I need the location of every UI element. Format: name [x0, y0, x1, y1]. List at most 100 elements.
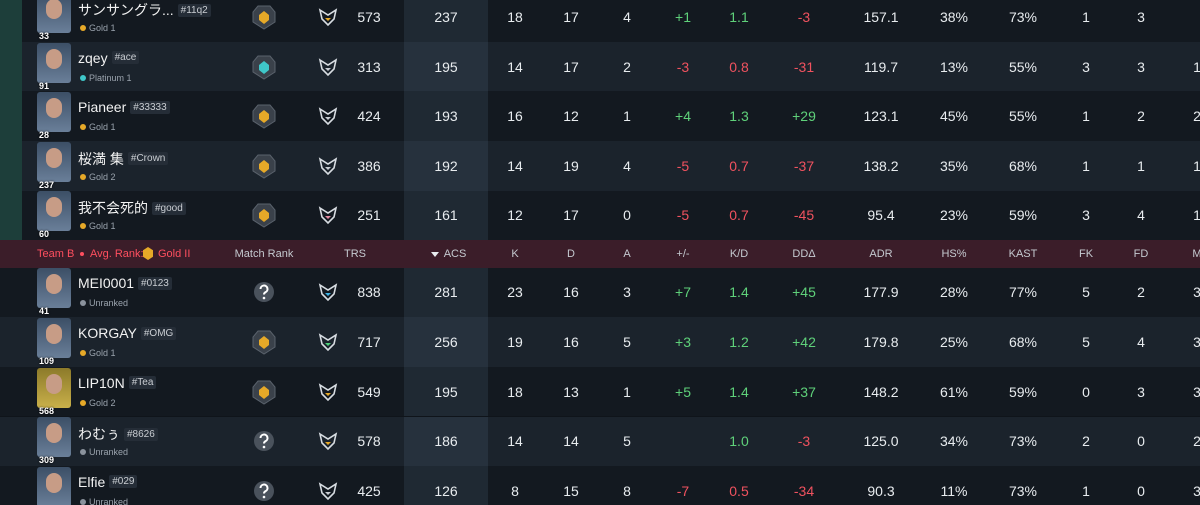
trs-icon — [318, 382, 338, 401]
player-tag: #0123 — [138, 276, 172, 290]
player-row: 91 zqey #ace Platinum 1 313 195 14 17 2 -3 0.8 -31 1… — [0, 41, 1200, 92]
level: 60 — [39, 229, 50, 240]
avatar — [37, 466, 71, 505]
player-row: 568 LIP10N #Tea Gold 2 549 195 18 13 1 +5 1.4 +37 14… — [0, 366, 1200, 417]
rank-icon — [252, 380, 276, 405]
player-name: LIP10N — [78, 374, 125, 391]
rank-icon — [252, 330, 276, 355]
rank-icon — [254, 480, 274, 501]
stat-acs: 186 — [434, 433, 458, 450]
stat-dd: -37 — [793, 157, 815, 174]
column-header: ADR — [869, 248, 893, 260]
column-header: A — [623, 248, 631, 260]
rank-icon — [252, 104, 276, 129]
stat-a: 1 — [623, 383, 631, 400]
avatar — [37, 417, 71, 458]
rank-dot — [80, 300, 86, 307]
stat-hs: 28% — [939, 284, 969, 301]
stat-k: 14 — [507, 433, 523, 450]
stat-fk: 1 — [1082, 482, 1090, 499]
avatar-face — [46, 0, 62, 19]
player-tag: #Tea — [128, 376, 157, 390]
trs-icon — [318, 157, 338, 175]
acs-band — [404, 141, 488, 191]
avatar — [37, 0, 71, 33]
stat-pm: +3 — [675, 334, 691, 351]
stat-hs: 13% — [939, 58, 969, 75]
column-header: FK — [1078, 248, 1094, 260]
player-name: 桜満 集 — [78, 150, 124, 167]
player-rank: Unranked — [80, 497, 128, 505]
stat-a: 2 — [623, 58, 631, 75]
player-rank: Platinum 1 — [80, 73, 132, 83]
column-header: K/D — [729, 248, 749, 260]
stat-m: 1 — [1193, 207, 1200, 224]
player-row: 28 Pianeer #33333 Gold 1 424 193 16 12 1 +4 1.3 +29… — [0, 91, 1200, 141]
stat-fk: 1 — [1082, 157, 1090, 174]
stat-k: 12 — [507, 207, 523, 224]
avatar-face — [46, 98, 62, 119]
rank-dot — [80, 399, 86, 406]
level: 309 — [39, 455, 55, 466]
stat-fk: 1 — [1082, 9, 1090, 25]
player-name-line: KORGAY #OMG — [78, 325, 177, 341]
stat-d: 16 — [563, 284, 579, 301]
stat-fk: 3 — [1082, 207, 1090, 224]
rank-icon — [254, 431, 274, 452]
player-row: 309 わむぅ #8626 Unranked 578 186 14 14 5 1.0 -3 125.0… — [0, 416, 1200, 467]
player-name-line: LIP10N #Tea — [78, 374, 157, 391]
stat-a: 8 — [623, 482, 631, 499]
stat-pm: -5 — [676, 207, 690, 224]
stat-dd: +37 — [792, 383, 816, 400]
player-name-line: MEI0001 #0123 — [78, 275, 172, 291]
player-name-line: Elfie #029 — [78, 474, 138, 490]
stat-m: 2 — [1193, 108, 1200, 125]
level: 91 — [39, 80, 50, 91]
stat-hs: 23% — [939, 207, 969, 224]
stat-adr: 90.3 — [867, 482, 895, 499]
stat-d: 17 — [563, 9, 579, 25]
acs-band — [404, 0, 488, 42]
trs-icon — [318, 8, 338, 27]
player-rank: Gold 1 — [80, 221, 116, 231]
stat-fk: 5 — [1082, 284, 1090, 301]
avatar — [37, 191, 71, 232]
stat-m: 1 — [1193, 58, 1200, 75]
stat-adr: 123.1 — [863, 108, 899, 125]
stat-pm: +4 — [675, 108, 691, 125]
acs-band — [404, 366, 488, 417]
column-header: KAST — [1008, 248, 1038, 260]
player-rank: Gold 2 — [80, 172, 116, 182]
stat-kast: 73% — [1008, 482, 1038, 499]
player-tag: #33333 — [130, 100, 170, 114]
column-header: +/- — [676, 248, 690, 260]
stat-k: 14 — [507, 157, 523, 174]
player-tag: #ace — [111, 51, 140, 65]
stat-k: 14 — [507, 58, 523, 75]
stat-adr: 148.2 — [863, 383, 899, 400]
avatar-face — [46, 373, 62, 394]
stat-hs: 45% — [939, 108, 969, 125]
stat-trs: 386 — [357, 157, 381, 174]
rank-dot — [80, 124, 86, 131]
stat-hs: 61% — [939, 383, 969, 400]
player-name: zqey — [78, 49, 108, 66]
player-row: Elfie #029 Unranked 425 126 8 15 8 -7 0.5 -34 90.3 1… — [0, 466, 1200, 505]
column-header: HS% — [941, 248, 967, 260]
stat-fd: 3 — [1137, 9, 1145, 25]
avatar-face — [46, 423, 62, 444]
level: 237 — [39, 179, 55, 190]
player-name: MEI0001 — [78, 275, 135, 292]
rank-text: Unranked — [89, 496, 129, 505]
stat-kd: 0.8 — [729, 58, 749, 75]
stat-acs: 281 — [434, 284, 458, 301]
stat-a: 1 — [623, 108, 631, 125]
rank-icon — [254, 282, 274, 303]
stat-fk: 3 — [1082, 58, 1090, 75]
column-header: K — [511, 248, 519, 260]
stat-fk: 2 — [1082, 433, 1090, 450]
team-strip — [0, 91, 22, 141]
stat-hs: 11% — [940, 482, 968, 499]
stat-acs: 237 — [434, 9, 458, 25]
player-name: 我不会死的 — [78, 200, 148, 217]
